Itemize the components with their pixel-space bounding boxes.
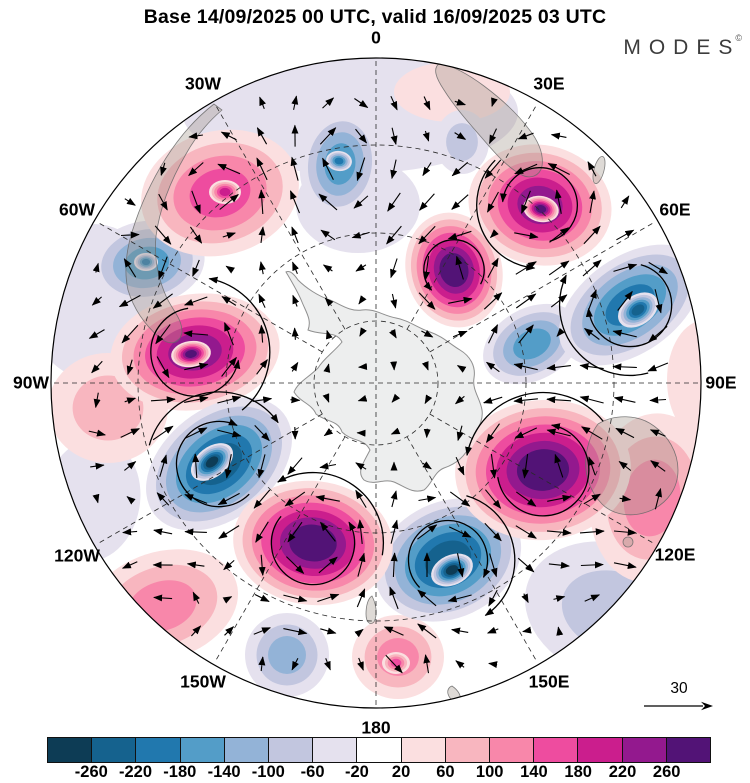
colorbar-cell-7 — [357, 738, 402, 762]
colorbar-cell-0 — [48, 738, 93, 762]
colorbar-tick-180: 180 — [564, 763, 592, 781]
lon-label-120E: 120E — [654, 544, 696, 565]
lon-label-90W: 90W — [13, 372, 49, 393]
colorbar-cell-13 — [622, 738, 667, 762]
colorbar-cell-14 — [666, 738, 711, 762]
lon-label-180: 180 — [361, 717, 391, 738]
chart-title: Base 14/09/2025 00 UTC, valid 16/09/2025… — [143, 6, 607, 28]
colorbar-tick--140: -140 — [207, 763, 241, 781]
colorbar-cell-12 — [578, 738, 623, 762]
lon-label-150E: 150E — [528, 671, 570, 692]
colorbar-cell-5 — [269, 738, 314, 762]
lon-label-60W: 60W — [59, 199, 95, 220]
lon-label-90E: 90E — [705, 372, 737, 393]
reference-arrow-icon — [644, 701, 713, 711]
colorbar-cell-8 — [401, 738, 446, 762]
reference-vector-label: 30 — [670, 680, 688, 697]
colorbar-cell-1 — [92, 738, 137, 762]
lon-label-0: 0 — [371, 27, 381, 48]
colorbar-tick--20: -20 — [344, 763, 369, 781]
colorbar-cell-10 — [490, 738, 535, 762]
lon-label-120W: 120W — [54, 545, 100, 566]
lon-label-30W: 30W — [185, 73, 221, 94]
lon-label-30E: 30E — [533, 73, 565, 94]
modes-logo: MODES© — [623, 33, 742, 60]
colorbar-tick-100: 100 — [475, 763, 504, 781]
lon-label-150W: 150W — [180, 671, 226, 692]
copyright-mark: © — [735, 33, 742, 43]
colorbar-tick-60: 60 — [436, 763, 455, 781]
colorbar — [47, 737, 711, 763]
colorbar-cell-11 — [534, 738, 579, 762]
colorbar-tick--260: -260 — [74, 763, 108, 781]
modes-logo-text: MODES — [623, 36, 741, 59]
colorbar-cell-6 — [313, 738, 358, 762]
colorbar-cell-4 — [224, 738, 270, 762]
colorbar-tick--100: -100 — [251, 763, 285, 781]
lon-label-60E: 60E — [659, 199, 691, 220]
colorbar-tick-140: 140 — [520, 763, 548, 781]
colorbar-tick--220: -220 — [118, 763, 153, 781]
colorbar-cell-2 — [136, 738, 181, 762]
colorbar-tick--60: -60 — [300, 763, 325, 781]
colorbar-tick-260: 260 — [652, 763, 681, 781]
colorbar-cell-9 — [445, 738, 491, 762]
colorbar-tick-20: 20 — [391, 763, 411, 781]
colorbar-tick--180: -180 — [163, 763, 197, 781]
colorbar-tick-220: 220 — [608, 763, 637, 781]
colorbar-cell-3 — [180, 738, 225, 762]
